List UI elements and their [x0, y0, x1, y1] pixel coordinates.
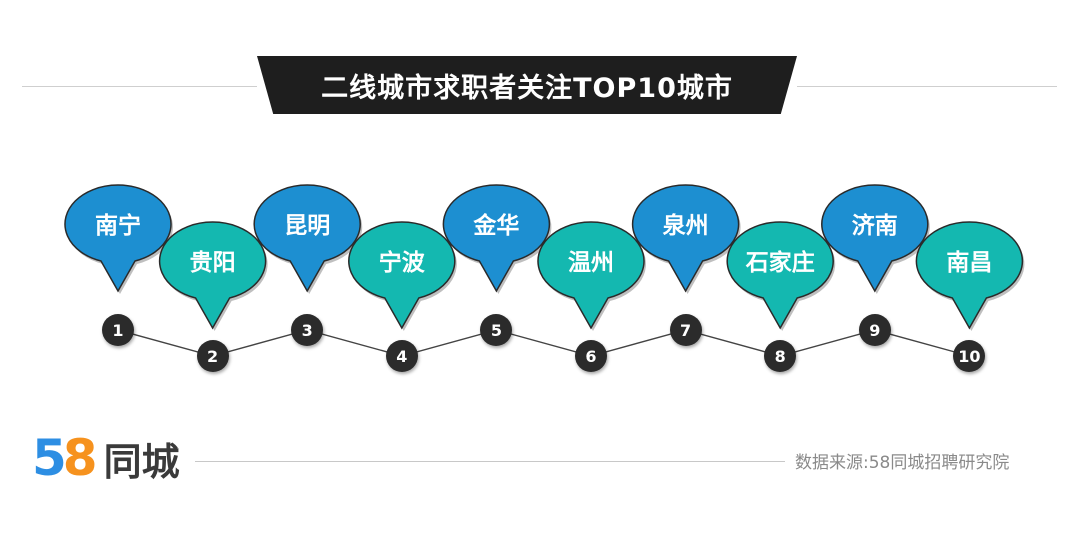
bubble-shape [631, 184, 740, 293]
title-banner: 二线城市求职者关注TOP10城市 [257, 56, 797, 114]
logo-digit-8: 8 [62, 429, 98, 487]
bubble-shape [442, 184, 551, 293]
city-bubble [631, 184, 741, 294]
bubble-shape [915, 221, 1024, 330]
bubble-shape [64, 184, 172, 293]
page-title: 二线城市求职者关注TOP10城市 [321, 72, 733, 104]
logo-mark: 58 [32, 433, 98, 483]
bubble-shape [158, 221, 267, 330]
rank-badge: 1 [102, 314, 134, 346]
logo-digit-5: 5 [32, 429, 67, 487]
bubble-shape [726, 221, 834, 330]
logo-text: 同城 [103, 439, 180, 484]
connector-line [117, 329, 970, 357]
title-rule-left [22, 86, 257, 87]
city-bubble [253, 184, 363, 294]
brand-logo: 58 同城 [32, 430, 180, 486]
bubble-shape [821, 184, 929, 293]
city-bubble [442, 184, 552, 294]
rank-badge: 2 [196, 340, 229, 372]
city-bubble [158, 221, 268, 331]
rank-badge: 7 [669, 314, 702, 346]
bubble-shape [348, 221, 456, 330]
footer-rule [195, 461, 785, 462]
rank-badge: 10 [953, 340, 986, 372]
source-note: 数据来源:58同城招聘研究院 [795, 453, 1010, 473]
city-bubble [64, 184, 173, 294]
rank-badge: 4 [385, 340, 418, 372]
city-bubble [537, 221, 646, 331]
rank-badge: 9 [858, 314, 891, 346]
rank-badge: 6 [575, 340, 607, 372]
bubble-shape [253, 184, 361, 293]
city-bubble [915, 221, 1025, 331]
city-bubble [348, 221, 457, 331]
rank-badge: 8 [764, 340, 797, 372]
rank-badge: 5 [480, 314, 513, 346]
title-rule-right [797, 86, 1057, 87]
bubble-shape [537, 221, 645, 330]
city-bubble [821, 184, 930, 294]
rank-badge: 3 [291, 314, 324, 346]
city-bubble [726, 221, 836, 331]
